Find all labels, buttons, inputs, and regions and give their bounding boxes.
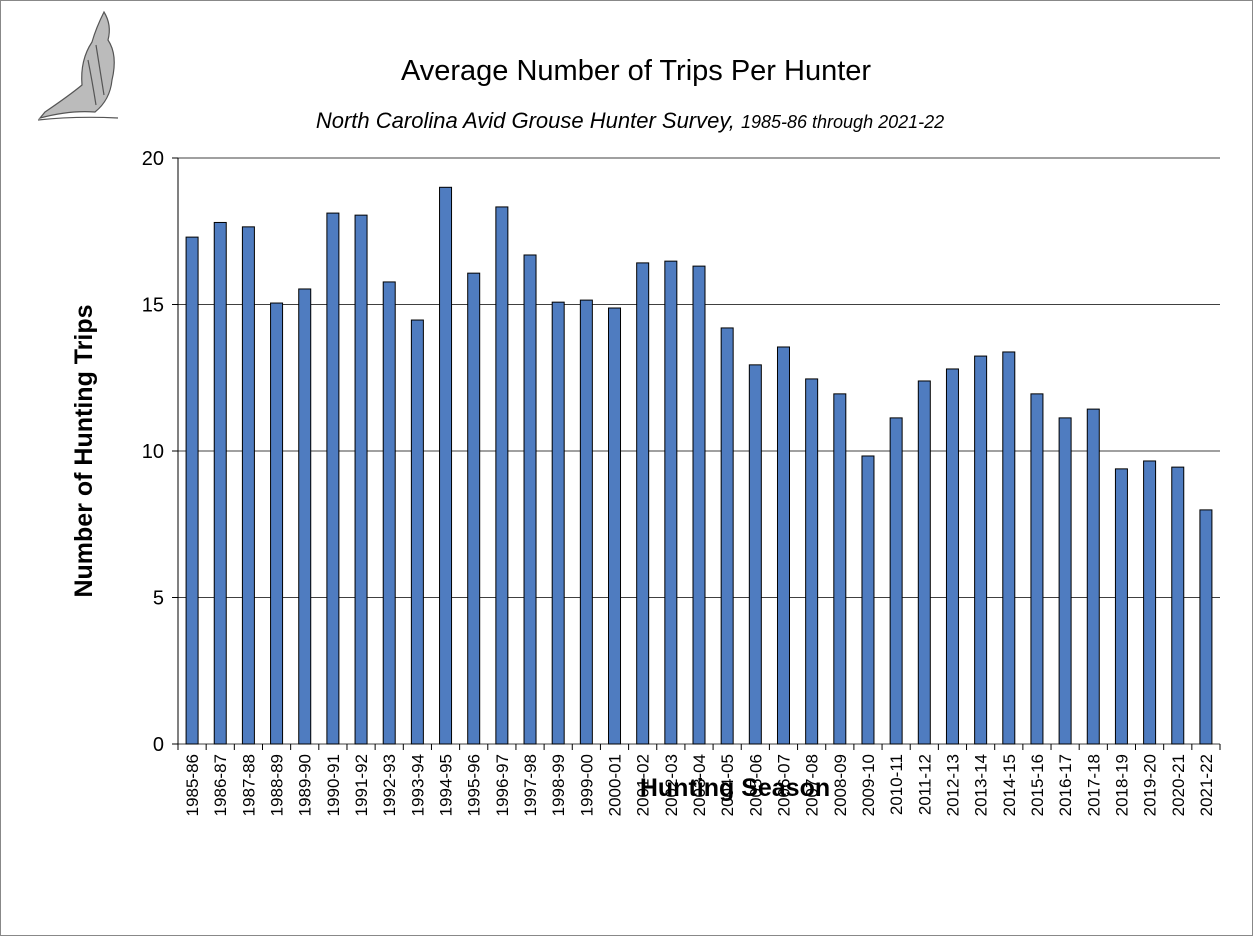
x-tick-label: 1988-89 — [268, 754, 287, 816]
x-tick-label: 1989-90 — [296, 754, 315, 816]
x-tick-label: 2017-18 — [1084, 754, 1103, 816]
bar — [383, 282, 395, 744]
bar — [637, 263, 649, 744]
x-tick-label: 2013-14 — [972, 754, 991, 816]
subtitle-years: 1985-86 through 2021-22 — [741, 112, 944, 132]
bar — [524, 255, 536, 744]
x-tick-label: 2007-08 — [803, 754, 822, 816]
x-tick-label: 2009-10 — [859, 754, 878, 816]
x-tick-label: 1998-99 — [549, 754, 568, 816]
y-tick-label: 20 — [142, 148, 164, 170]
x-tick-label: 2011-12 — [915, 754, 934, 815]
bar — [299, 289, 311, 744]
chart-title: Average Number of Trips Per Hunter — [401, 55, 871, 87]
x-tick-label: 2001-02 — [634, 754, 653, 816]
x-tick-label: 1987-88 — [239, 754, 258, 816]
bar — [1031, 394, 1043, 744]
bar — [890, 418, 902, 744]
chart-subtitle: North Carolina Avid Grouse Hunter Survey… — [316, 108, 944, 133]
x-tick-label: 1997-98 — [521, 754, 540, 816]
y-axis-title: Number of Hunting Trips — [70, 304, 98, 597]
x-tick-label: 2004-05 — [718, 754, 737, 816]
bar — [1200, 510, 1212, 744]
bar — [271, 303, 283, 744]
x-tick-label: 1993-94 — [408, 754, 427, 816]
bar — [1059, 418, 1071, 744]
bar — [975, 356, 987, 744]
bar — [777, 347, 789, 744]
y-tick-label: 15 — [142, 295, 164, 317]
x-tick-label: 1996-97 — [493, 754, 512, 816]
bar — [214, 222, 226, 744]
bar — [1087, 409, 1099, 744]
bar — [918, 381, 930, 744]
x-tick-label: 2008-09 — [831, 754, 850, 816]
bar — [1172, 467, 1184, 744]
bar — [721, 328, 733, 744]
bar — [693, 266, 705, 744]
x-tick-label: 1995-96 — [465, 754, 484, 816]
bar — [496, 207, 508, 744]
x-tick-label: 2016-17 — [1056, 754, 1075, 816]
bar — [242, 227, 254, 744]
x-tick-label: 2010-11 — [887, 754, 906, 815]
x-tick-label: 1992-93 — [380, 754, 399, 816]
bar — [946, 369, 958, 744]
x-tick-label: 1994-95 — [437, 754, 456, 816]
x-tick-label: 2018-19 — [1112, 754, 1131, 816]
x-tick-label: 2012-13 — [943, 754, 962, 816]
x-tick-label: 2019-20 — [1141, 754, 1160, 816]
y-tick-label: 0 — [153, 734, 164, 756]
x-tick-label: 1991-92 — [352, 754, 371, 816]
y-tick-label: 5 — [153, 588, 164, 610]
bar — [327, 213, 339, 744]
bar — [834, 394, 846, 744]
bar — [468, 273, 480, 744]
bar — [440, 187, 452, 744]
bar — [665, 261, 677, 744]
x-tick-label: 2020-21 — [1169, 754, 1188, 816]
x-tick-label: 2005-06 — [746, 754, 765, 816]
x-tick-label: 2015-16 — [1028, 754, 1047, 816]
bar — [355, 215, 367, 744]
x-tick-label: 2002-03 — [662, 754, 681, 816]
bar — [609, 308, 621, 744]
bar — [806, 379, 818, 744]
x-tick-label: 2006-07 — [774, 754, 793, 816]
y-tick-label: 10 — [142, 441, 164, 463]
x-tick-label: 1986-87 — [211, 754, 230, 816]
bar — [1003, 352, 1015, 744]
bar — [862, 456, 874, 744]
x-tick-label: 2014-15 — [1000, 754, 1019, 816]
bar — [411, 320, 423, 744]
subtitle-main: North Carolina Avid Grouse Hunter Survey… — [316, 108, 735, 133]
bar — [1115, 469, 1127, 744]
chart: Average Number of Trips Per Hunter North… — [0, 0, 1253, 936]
x-tick-label: 1999-00 — [577, 754, 596, 816]
x-tick-label: 1985-86 — [183, 754, 202, 816]
x-tick-label: 1990-91 — [324, 754, 343, 816]
bar — [749, 365, 761, 744]
bar — [580, 300, 592, 744]
x-tick-label: 2021-22 — [1197, 754, 1216, 816]
bar — [552, 302, 564, 744]
x-tick-label: 2000-01 — [606, 754, 625, 816]
bar — [186, 237, 198, 744]
bar — [1144, 461, 1156, 744]
x-tick-label: 2003-04 — [690, 754, 709, 816]
